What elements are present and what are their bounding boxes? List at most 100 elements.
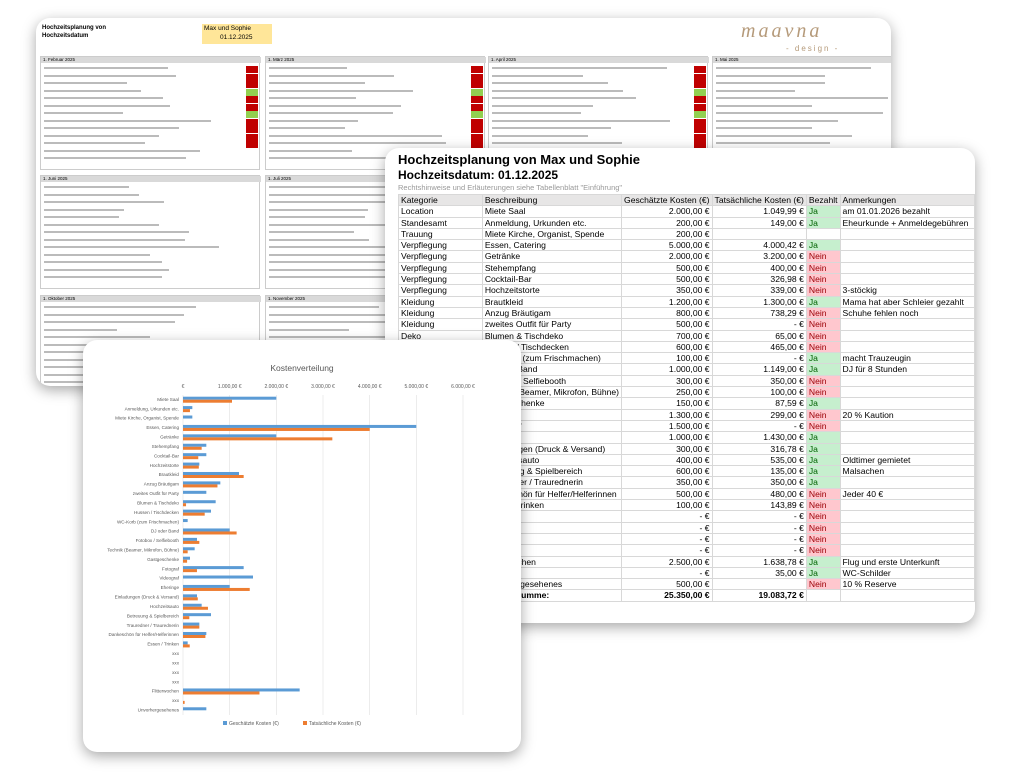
- y-tick-label: DJ oder Band: [151, 529, 180, 534]
- panel-header: 1. April 2025: [489, 57, 709, 63]
- task-line: [44, 276, 163, 278]
- status-cell: [246, 111, 258, 118]
- status-cell: [694, 111, 706, 118]
- task-line: [44, 127, 179, 129]
- bezahlt-cell: Nein: [805, 318, 841, 331]
- month-panel: 1. Juni 2025: [40, 175, 261, 289]
- tatsaechlich-cell: 149,00 €: [711, 216, 807, 229]
- anmerkung-cell: 10 % Reserve: [839, 578, 975, 591]
- panel-header: 1. Mai 2025: [713, 57, 891, 63]
- task-line: [716, 67, 871, 69]
- anmerkung-cell: [839, 318, 975, 331]
- geschaetzt-cell: 1.000,00 €: [621, 431, 713, 444]
- budget-row: Trauung Miete Kirche, Organist, Spende 200…: [398, 227, 975, 241]
- task-line: [44, 193, 139, 196]
- panel-header: 1. November 2025: [266, 296, 486, 302]
- task-line: [44, 253, 150, 256]
- task-line: [269, 89, 413, 92]
- task-line: [44, 67, 168, 69]
- task-line: [44, 142, 146, 144]
- tatsaechlich-cell: 326,98 €: [711, 273, 807, 286]
- geschaetzt-cell: 350,00 €: [621, 284, 713, 297]
- anmerkung-cell: Eheurkunde + Anmeldegebühren: [839, 216, 975, 229]
- y-tick-label: Anzug Bräutigam: [144, 482, 179, 487]
- tatsaechlich-cell: 535,00 €: [711, 453, 807, 467]
- task-line: [492, 104, 593, 107]
- bar: [183, 399, 232, 403]
- bezahlt-cell: Nein: [805, 374, 841, 388]
- date: 01.12.2025: [220, 34, 253, 41]
- task-line: [269, 246, 424, 248]
- task-line: [269, 193, 389, 196]
- bar: [183, 528, 230, 532]
- geschaetzt-cell: 400,00 €: [621, 453, 713, 467]
- bar: [183, 453, 207, 457]
- status-cell: [471, 103, 483, 111]
- task-line: [269, 186, 432, 188]
- anmerkung-cell: 3-stöckig: [839, 284, 975, 297]
- kategorie-cell: Kleidung: [398, 318, 483, 331]
- bezahlt-cell: Nein: [805, 386, 841, 399]
- total-actual: 19.083,72 €: [711, 589, 807, 602]
- anmerkung-cell: [839, 374, 975, 388]
- bar: [183, 415, 193, 419]
- bezahlt-cell: Ja: [805, 352, 841, 365]
- bar: [183, 700, 185, 704]
- tatsaechlich-cell: 3.200,00 €: [711, 250, 807, 263]
- x-tick-label: 6.000,00 €: [451, 384, 475, 390]
- table-subtitle: Hochzeitsdatum: 01.12.2025: [398, 168, 559, 182]
- bar: [183, 540, 200, 544]
- tatsaechlich-cell: 1.300,00 €: [711, 295, 807, 308]
- bar: [183, 594, 197, 598]
- bar: [183, 550, 188, 554]
- budget-row: Kleidung zweites Outfit für Party 500,00 €…: [398, 318, 975, 331]
- status-cell: [471, 133, 483, 141]
- anmerkung-cell: [839, 250, 975, 263]
- tatsaechlich-cell: - €: [711, 318, 807, 331]
- bezahlt-cell: Ja: [805, 555, 841, 568]
- status-cell: [694, 96, 706, 103]
- bezahlt-cell: Nein: [805, 273, 841, 286]
- bezahlt-cell: Nein: [805, 578, 841, 591]
- kategorie-cell: Trauung: [398, 227, 483, 241]
- bar: [183, 471, 239, 475]
- bar: [183, 500, 216, 504]
- status-cell: [471, 126, 483, 133]
- tatsaechlich-cell: 400,00 €: [711, 261, 807, 275]
- beschreibung-cell: Blumen & Tischdeko: [481, 329, 623, 342]
- bezahlt-cell: Nein: [805, 261, 841, 275]
- kategorie-cell: Kleidung: [398, 295, 483, 308]
- tatsaechlich-cell: [711, 227, 807, 241]
- header-cell: Kategorie: [398, 193, 483, 207]
- bezahlt-cell: [805, 227, 841, 241]
- bar: [183, 569, 197, 573]
- bar: [183, 691, 260, 695]
- task-line: [44, 149, 200, 152]
- geschaetzt-cell: 600,00 €: [621, 465, 713, 478]
- task-line: [269, 112, 393, 114]
- y-tick-label: Miete Kirche, Organist, Spende: [115, 416, 179, 421]
- bezahlt-cell: Nein: [805, 487, 841, 501]
- total-estimated: 25.350,00 €: [621, 589, 713, 602]
- geschaetzt-cell: 100,00 €: [621, 352, 713, 365]
- bezahlt-cell: Nein: [805, 544, 841, 557]
- bezahlt-cell: Ja: [805, 453, 841, 467]
- anmerkung-cell: [839, 442, 975, 455]
- status-cell: [471, 96, 483, 103]
- task-line: [269, 142, 446, 144]
- geschaetzt-cell: 250,00 €: [621, 386, 713, 399]
- status-cell: [694, 118, 706, 126]
- geschaetzt-cell: 500,00 €: [621, 318, 713, 331]
- task-line: [44, 238, 186, 241]
- task-line: [716, 82, 825, 84]
- y-tick-label: Fotograf: [162, 566, 180, 571]
- status-cell: [694, 88, 706, 96]
- bezahlt-cell: Ja: [805, 295, 841, 308]
- y-tick-label: Betreuung & Spielbereich: [127, 613, 180, 618]
- bar: [183, 631, 207, 635]
- task-line: [44, 336, 150, 338]
- panel-header: 1. Februar 2025: [41, 57, 261, 63]
- y-tick-label: Getränke: [160, 435, 179, 440]
- task-line: [44, 328, 117, 331]
- status-cell: [694, 103, 706, 111]
